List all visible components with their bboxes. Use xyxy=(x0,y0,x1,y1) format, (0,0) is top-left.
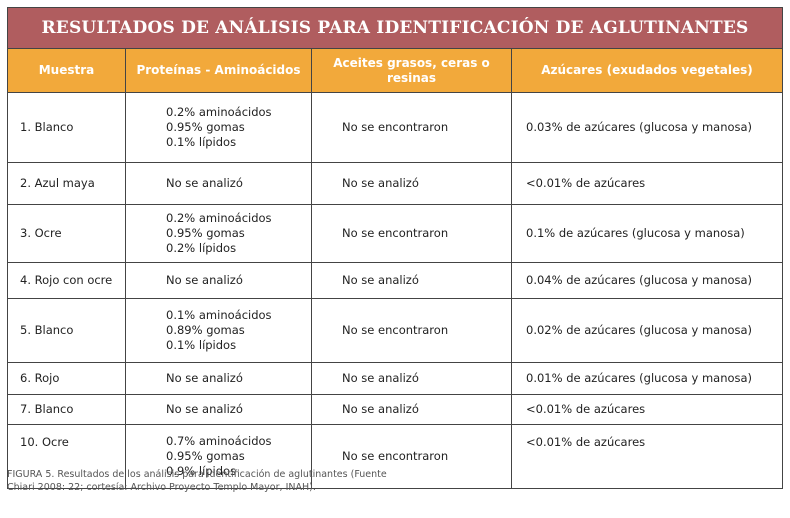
cell-muestra: 6. Rojo xyxy=(8,363,126,394)
cell-line: 0.2% aminoácidos xyxy=(166,105,272,119)
cell-aceites: No se encontraron xyxy=(312,93,512,162)
cell-muestra: 7. Blanco xyxy=(8,395,126,424)
cell-line: 0.1% aminoácidos xyxy=(166,308,272,322)
header-muestra: Muestra xyxy=(8,49,126,92)
cell-muestra: 10. Ocre xyxy=(8,425,126,488)
cell-azucares: 0.01% de azúcares (glucosa y manosa) xyxy=(526,371,753,385)
cell-line: 0.95% gomas xyxy=(166,226,245,240)
table-row: 3. Ocre 0.2% aminoácidos 0.95% gomas 0.2… xyxy=(8,205,782,263)
header-aceites: Aceites grasos, ceras o resinas xyxy=(312,49,512,92)
cell-aceites: No se analizó xyxy=(312,395,512,424)
cell-azucares: 0.02% de azúcares (glucosa y manosa) xyxy=(526,323,753,337)
cell-line: 0.2% lípidos xyxy=(166,241,237,255)
cell-aceites: No se encontraron xyxy=(312,299,512,362)
cell-line: 0.1% lípidos xyxy=(166,338,237,352)
cell-proteinas: 0.2% aminoácidos 0.95% gomas 0.2% lípido… xyxy=(126,205,312,262)
table-row: 1. Blanco 0.2% aminoácidos 0.95% gomas 0… xyxy=(8,93,782,163)
cell-azucares: 0.1% de azúcares (glucosa y manosa) xyxy=(526,226,745,240)
cell-aceites: No se analizó xyxy=(312,263,512,298)
cell-line: No se analizó xyxy=(166,402,243,416)
table-row: 2. Azul maya No se analizó No se analizó… xyxy=(8,163,782,205)
cell-aceites: No se encontraron xyxy=(312,425,512,488)
cell-proteinas: No se analizó xyxy=(126,363,312,394)
header-azucares: Azúcares (exudados vegetales) xyxy=(541,63,753,77)
cell-line: No se analizó xyxy=(166,273,243,287)
cell-azucares: 0.03% de azúcares (glucosa y manosa) xyxy=(526,120,753,134)
cell-line: 0.7% aminoácidos xyxy=(166,434,272,448)
cell-line: 0.95% gomas xyxy=(166,449,245,463)
cell-line: 0.2% aminoácidos xyxy=(166,211,272,225)
cell-line: No se analizó xyxy=(166,176,243,190)
table-row: 10. Ocre 0.7% aminoácidos 0.95% gomas 0.… xyxy=(8,425,782,488)
table-title: RESULTADOS DE ANÁLISIS PARA IDENTIFICACI… xyxy=(8,8,782,49)
header-proteinas: Proteínas - Aminoácidos xyxy=(126,49,312,92)
cell-muestra: 4. Rojo con ocre xyxy=(8,263,126,298)
cell-muestra: 5. Blanco xyxy=(8,299,126,362)
table-row: 5. Blanco 0.1% aminoácidos 0.89% gomas 0… xyxy=(8,299,782,363)
table-row: 7. Blanco No se analizó No se analizó <0… xyxy=(8,395,782,425)
cell-azucares: <0.01% de azúcares xyxy=(526,176,646,190)
cell-line: No se analizó xyxy=(166,371,243,385)
cell-azucares: 0.04% de azúcares (glucosa y manosa) xyxy=(526,273,753,287)
cell-azucares: <0.01% de azúcares xyxy=(526,435,646,449)
results-table: RESULTADOS DE ANÁLISIS PARA IDENTIFICACI… xyxy=(7,7,783,489)
cell-aceites: No se encontraron xyxy=(312,205,512,262)
cell-line: 0.9% lípidos xyxy=(166,464,237,478)
cell-line: 0.95% gomas xyxy=(166,120,245,134)
cell-azucares: <0.01% de azúcares xyxy=(526,402,646,416)
table-row: 6. Rojo No se analizó No se analizó 0.01… xyxy=(8,363,782,395)
cell-proteinas: 0.2% aminoácidos 0.95% gomas 0.1% lípido… xyxy=(126,93,312,162)
cell-proteinas: No se analizó xyxy=(126,263,312,298)
cell-line: 0.89% gomas xyxy=(166,323,245,337)
table-row: 4. Rojo con ocre No se analizó No se ana… xyxy=(8,263,782,299)
figure-caption: FIGURA 5. Resultados de los análisis par… xyxy=(7,469,387,493)
cell-muestra: 3. Ocre xyxy=(8,205,126,262)
cell-proteinas: No se analizó xyxy=(126,395,312,424)
cell-proteinas: No se analizó xyxy=(126,163,312,204)
cell-line: 0.1% lípidos xyxy=(166,135,237,149)
table-header-row: Muestra Proteínas - Aminoácidos Aceites … xyxy=(8,49,782,93)
cell-proteinas: 0.1% aminoácidos 0.89% gomas 0.1% lípido… xyxy=(126,299,312,362)
cell-proteinas: 0.7% aminoácidos 0.95% gomas 0.9% lípido… xyxy=(126,425,312,488)
cell-muestra: 2. Azul maya xyxy=(8,163,126,204)
cell-aceites: No se analizó xyxy=(312,163,512,204)
cell-aceites: No se analizó xyxy=(312,363,512,394)
cell-muestra: 1. Blanco xyxy=(8,93,126,162)
